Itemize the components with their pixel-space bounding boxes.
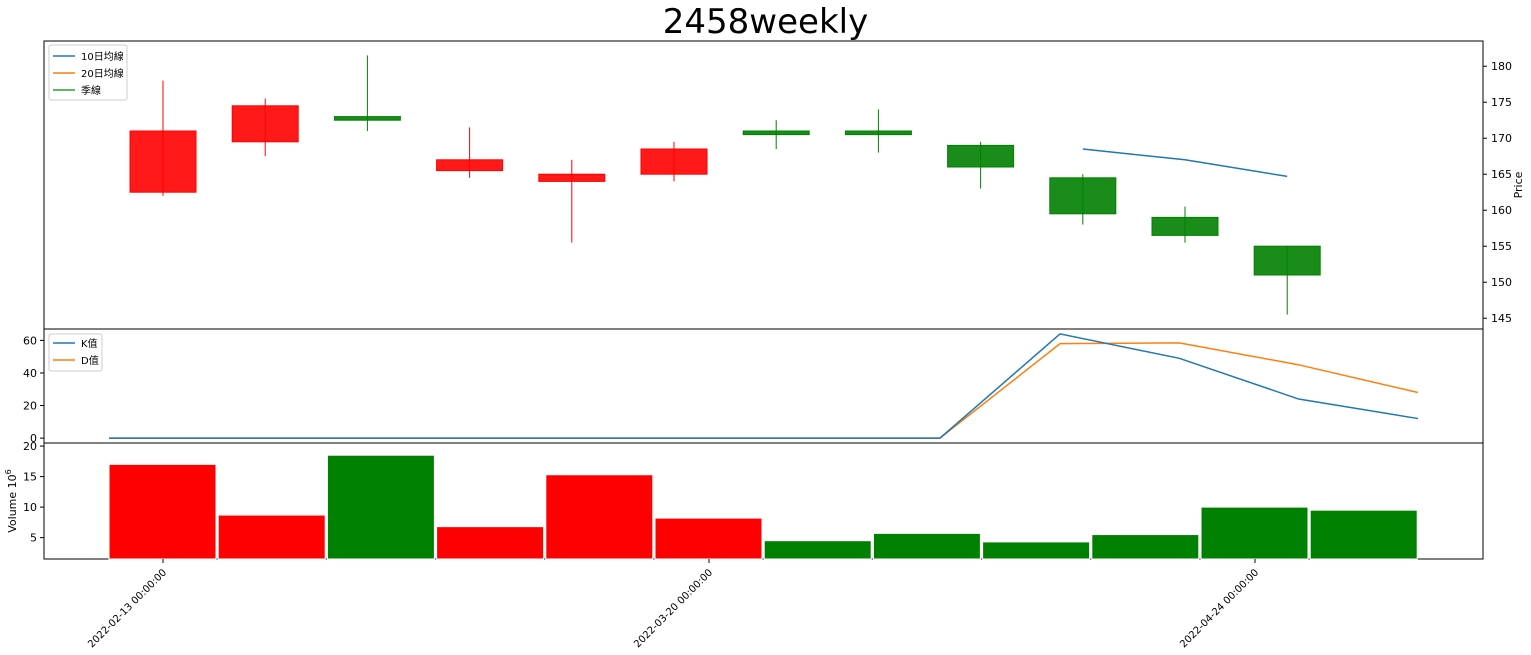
volume-bar <box>763 540 872 560</box>
volume-bar <box>326 454 435 560</box>
kd-ytick-label: 0 <box>30 432 37 445</box>
volume-ytick-label: 20 <box>23 440 37 453</box>
candle-body <box>231 105 299 143</box>
volume-bar <box>436 526 545 560</box>
candle-body <box>742 130 810 136</box>
candle-body <box>333 116 401 121</box>
volume-bar <box>872 532 981 560</box>
x-tick-label: 2022-04-24 00:00:00 <box>1178 567 1261 650</box>
candle-body <box>640 148 708 175</box>
volume-bar <box>654 517 763 560</box>
chart-title: 2458weekly <box>662 2 869 42</box>
volume-ytick-label: 15 <box>23 471 37 484</box>
price-axes-frame <box>43 40 1484 330</box>
kd-axes-frame <box>43 328 1484 444</box>
kd-ytick-label: 60 <box>23 334 37 347</box>
candle-body <box>1151 216 1219 236</box>
candle-body <box>844 130 912 136</box>
volume-bar <box>1309 509 1418 560</box>
candle-body <box>947 144 1015 168</box>
kd-ytick-label: 40 <box>23 367 37 380</box>
k-line <box>109 333 1419 439</box>
price-ytick-label: 165 <box>1491 168 1512 181</box>
price-ytick-label: 170 <box>1491 132 1512 145</box>
candle-body <box>129 130 197 193</box>
kd-legend-label: K值 <box>81 337 98 350</box>
candle-body <box>1049 177 1117 215</box>
d-line <box>109 342 1419 439</box>
volume-bar <box>1200 506 1309 560</box>
candle-body <box>436 159 504 172</box>
volume-bar <box>217 514 326 560</box>
volume-axes-frame <box>43 442 1484 560</box>
price-ytick-label: 155 <box>1491 240 1512 253</box>
candle-body <box>538 173 606 182</box>
candle-body <box>1253 245 1321 276</box>
price-ytick-label: 180 <box>1491 60 1512 73</box>
volume-bar <box>545 474 654 560</box>
price-ytick-label: 175 <box>1491 96 1512 109</box>
price-legend-label: 季線 <box>81 84 101 97</box>
price-legend-label: 20日均線 <box>81 67 124 80</box>
volume-bar <box>1091 534 1200 560</box>
volume-ytick-label: 5 <box>30 532 37 545</box>
volume-ylabel: Volume 106 <box>4 469 19 533</box>
price-ytick-label: 160 <box>1491 204 1512 217</box>
price-ytick-label: 150 <box>1491 276 1512 289</box>
price-legend-box <box>48 44 128 101</box>
volume-ylabel-exponent: 6 <box>4 469 13 474</box>
price-ylabel: Price <box>1512 171 1525 198</box>
volume-bar <box>982 541 1091 560</box>
price-legend-label: 10日均線 <box>81 50 124 63</box>
volume-ytick-label: 10 <box>23 501 37 514</box>
kd-ytick-label: 20 <box>23 400 37 413</box>
price-ytick-label: 145 <box>1491 312 1512 325</box>
kd-legend-label: D值 <box>81 354 99 367</box>
ma10-line <box>1082 148 1288 178</box>
volume-bar <box>108 463 217 560</box>
x-tick-label: 2022-03-20 00:00:00 <box>632 567 715 650</box>
x-tick-label: 2022-02-13 00:00:00 <box>86 567 169 650</box>
